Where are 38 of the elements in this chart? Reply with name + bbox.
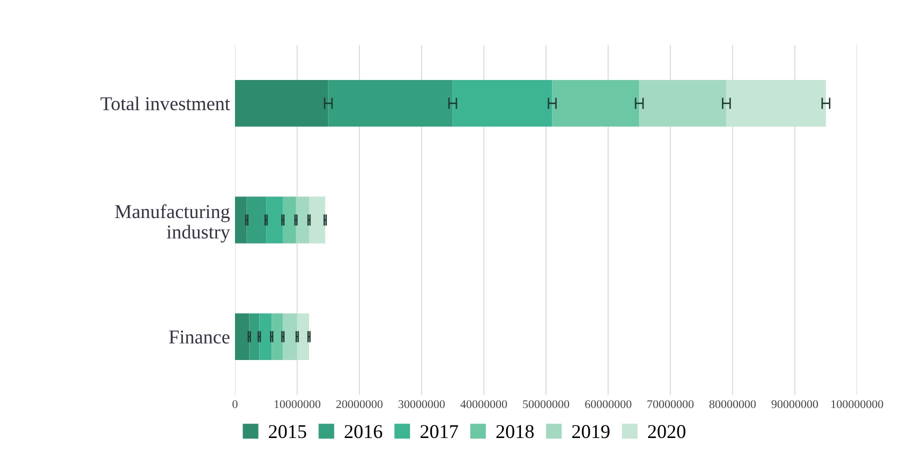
x-tick-label: 40000000 — [460, 400, 507, 408]
bar — [726, 80, 826, 127]
bar — [282, 313, 298, 360]
x-tick-label: 10000000 — [274, 400, 320, 408]
x-tick-label: 0 — [232, 400, 238, 408]
legend-label: 2019 — [572, 425, 610, 438]
x-tick-label: 50000000 — [523, 400, 570, 408]
bar — [309, 196, 326, 244]
bar — [272, 313, 283, 360]
y-tick-label: Total investment — [100, 96, 230, 110]
legend-label: 2020 — [648, 425, 686, 438]
x-tick-label: 90000000 — [772, 400, 818, 408]
bar — [639, 80, 726, 127]
bar — [452, 80, 552, 127]
x-tick-label: 100000000 — [831, 400, 884, 408]
y-tick-label: Manufacturing industry — [115, 204, 230, 243]
bar — [266, 196, 283, 244]
legend-label: 2017 — [420, 425, 458, 438]
bar — [249, 313, 260, 360]
bar — [235, 196, 247, 244]
x-tick-label: 70000000 — [648, 400, 694, 408]
x-tick-label: 20000000 — [336, 400, 383, 408]
bar — [235, 313, 250, 360]
legend-label: 2018 — [496, 425, 534, 438]
bar — [552, 80, 640, 127]
bar — [259, 313, 272, 360]
bar — [235, 80, 328, 127]
x-tick-label: 30000000 — [398, 400, 445, 408]
bar — [246, 196, 266, 244]
bar — [328, 80, 453, 127]
legend-label: 2015 — [268, 425, 306, 438]
bar — [282, 196, 296, 244]
x-tick-label: 80000000 — [709, 400, 756, 408]
bar — [296, 196, 310, 244]
y-tick-label: Finance — [169, 330, 230, 344]
legend-label: 2016 — [344, 425, 382, 438]
bar — [297, 313, 310, 360]
x-tick-label: 60000000 — [585, 400, 632, 408]
